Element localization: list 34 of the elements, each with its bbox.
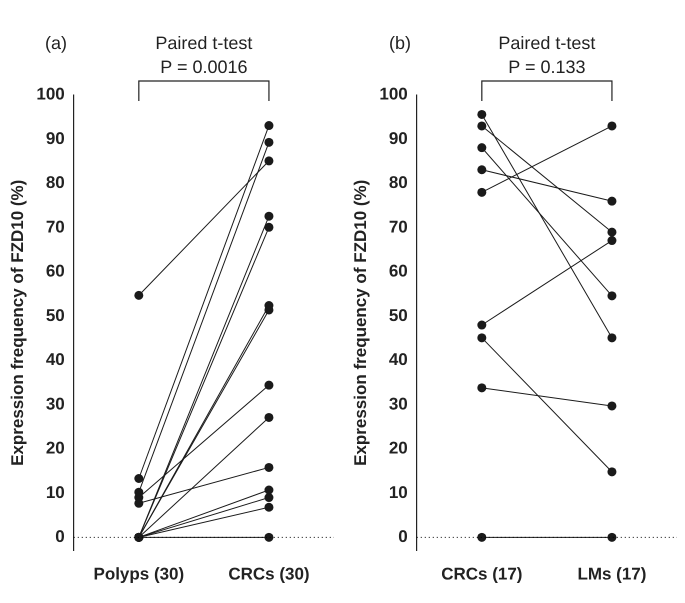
y-tick-label: 60 xyxy=(388,262,408,281)
y-tick-label: 100 xyxy=(36,84,65,104)
y-tick-label: 0 xyxy=(398,527,408,546)
y-tick-label: 0 xyxy=(55,527,65,546)
y-tick-label: 80 xyxy=(388,173,408,192)
y-tick-label: 50 xyxy=(388,306,408,325)
chart-title: (a) xyxy=(45,33,67,53)
y-axis-title: Expression frequency of FZD10 (%) xyxy=(8,180,27,466)
y-tick-label: 90 xyxy=(388,128,408,148)
y-tick-label: 40 xyxy=(388,350,408,370)
text: Paired t-test xyxy=(498,33,596,53)
y-tick-label: 30 xyxy=(388,394,408,414)
text: Paired t-test xyxy=(155,33,252,53)
y-tick-label: 10 xyxy=(46,482,65,502)
y-tick-label: 30 xyxy=(46,394,65,414)
text: P = 0.0016 xyxy=(160,57,248,77)
y-tick-label: 20 xyxy=(46,438,65,458)
x-tick-label: Polyps (30) xyxy=(93,564,184,584)
y-tick-label: 100 xyxy=(379,84,408,104)
y-tick-label: 40 xyxy=(46,350,65,370)
y-tick-label: 10 xyxy=(388,482,408,502)
y-tick-label: 70 xyxy=(388,217,408,236)
text: P = 0.133 xyxy=(508,57,586,77)
y-tick-label: 20 xyxy=(388,438,408,458)
y-tick-label: 50 xyxy=(46,306,65,325)
y-tick-label: 60 xyxy=(46,262,65,281)
y-tick-label: 90 xyxy=(46,128,65,148)
y-tick-label: 70 xyxy=(46,217,65,236)
chart-title: (b) xyxy=(389,33,411,53)
x-tick-label: LMs (17) xyxy=(577,564,646,584)
y-axis-title: Expression frequency of FZD10 (%) xyxy=(350,180,370,466)
x-tick-label: CRCs (30) xyxy=(228,564,310,584)
x-tick-label: CRCs (17) xyxy=(441,564,522,584)
y-tick-label: 80 xyxy=(46,173,65,192)
